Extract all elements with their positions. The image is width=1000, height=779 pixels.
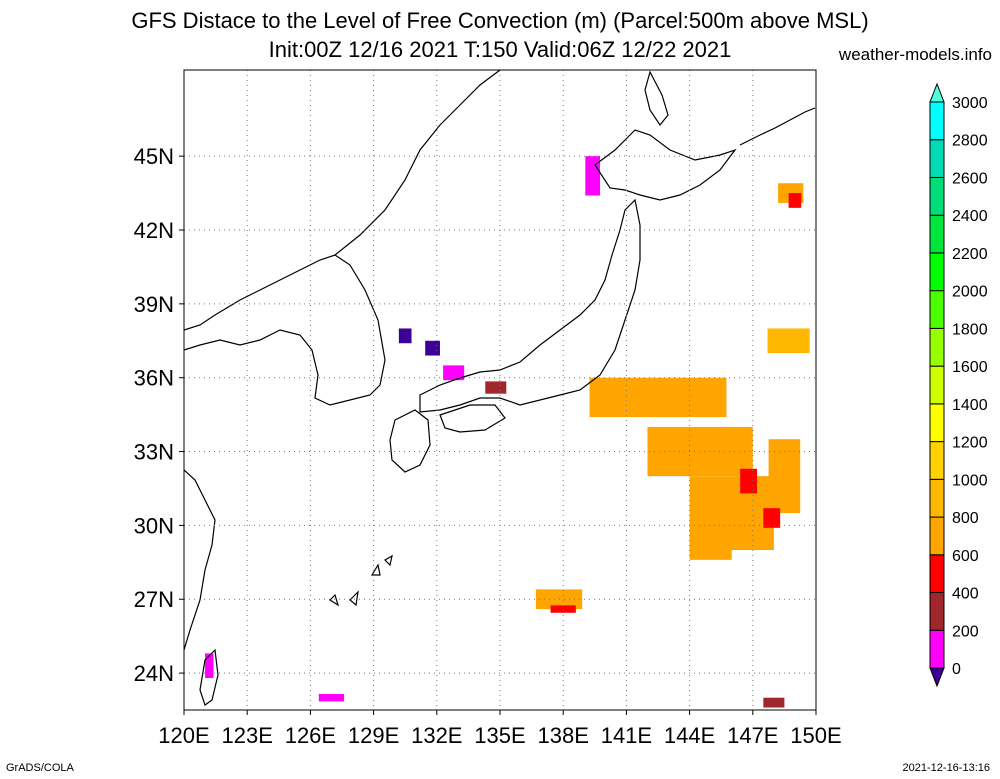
init-valid-text: Init:00Z 12/16 2021 T:150 Valid:06Z 12/2…: [268, 37, 732, 62]
coastline-honshu: [419, 198, 641, 413]
coastline-taiwan: [199, 648, 219, 706]
x-tick-label: 126E: [285, 723, 336, 748]
footer-credit: GrADS/COLA: [6, 762, 74, 774]
colorbar-box: [929, 592, 945, 631]
coastline-sakhalin: [644, 70, 669, 127]
site-label: weather-models.info: [838, 45, 992, 64]
colorbar-box: [929, 327, 945, 367]
colorbar-label: 1000: [952, 472, 988, 489]
colorbar-label: 2800: [952, 133, 988, 150]
coastline-kyushu: [389, 409, 431, 473]
field-patch: [205, 653, 214, 678]
field-patch: [443, 365, 465, 381]
colorbar-label: 600: [952, 548, 979, 565]
field-patch: [689, 525, 732, 560]
colorbar-label: 2200: [952, 246, 988, 263]
colorbar-box: [929, 441, 945, 480]
y-tick-label: 30N: [134, 513, 174, 538]
colorbar-box: [929, 478, 945, 518]
colorbar-box: [929, 403, 945, 443]
footer-timestamp: 2021-12-16-13:16: [902, 762, 990, 774]
field-patch: [589, 377, 727, 418]
coastline-china: [184, 469, 216, 651]
field-patch: [425, 340, 440, 356]
field-patch: [318, 694, 345, 702]
colorbar-label: 1200: [952, 435, 988, 452]
coastline-korea: [184, 254, 386, 406]
coastline-layer: [184, 70, 816, 706]
colorbar-label: 1400: [952, 397, 988, 414]
colorbar-label: 0: [952, 661, 961, 678]
y-tick-label: 24N: [134, 661, 174, 686]
colorbar-label: 2000: [952, 284, 988, 301]
colorbar-arrow-high: [929, 82, 945, 103]
colorbar-label: 2600: [952, 170, 988, 187]
colorbar-label: 1800: [952, 321, 988, 338]
x-tick-label: 147E: [727, 723, 778, 748]
y-tick-label: 39N: [134, 292, 174, 317]
coastline-shikoku: [439, 404, 506, 433]
field-patch: [768, 439, 801, 514]
y-tick-label: 33N: [134, 440, 174, 465]
colorbar-arrow-low: [929, 667, 945, 688]
colorbar-label: 2400: [952, 208, 988, 225]
colorbar-label: 200: [952, 623, 979, 640]
field-patch: [585, 156, 601, 196]
x-tick-label: 141E: [601, 723, 652, 748]
field-layer: [205, 156, 810, 708]
colorbar-box: [929, 365, 945, 405]
chart-subtitle: Init:00Z 12/16 2021 T:150 Valid:06Z 12/2…: [0, 37, 1000, 63]
colorbar-box: [929, 554, 945, 594]
coastline-ryukyu: [329, 554, 393, 607]
colorbar-label: 800: [952, 510, 979, 527]
colorbar: 0 200 400 600 800 1000 1200 1400 1600 1800 2000 220…: [929, 82, 988, 688]
x-tick-label: 138E: [538, 723, 589, 748]
colorbar-box: [929, 139, 945, 178]
x-tick-label: 135E: [474, 723, 525, 748]
colorbar-box: [929, 101, 945, 141]
x-tick-label: 129E: [348, 723, 399, 748]
x-tick-label: 120E: [158, 723, 209, 748]
field-patch: [485, 381, 507, 394]
field-patch: [763, 508, 781, 528]
colorbar-label: 1600: [952, 359, 988, 376]
lon-ticks: 120E 123E 126E 129E 132E 135E 138E 141E 144E 147E…: [158, 710, 842, 748]
gridlines: [184, 70, 816, 710]
field-patch: [740, 468, 758, 494]
colorbar-box: [929, 629, 945, 669]
field-patch: [647, 426, 753, 477]
x-tick-label: 123E: [222, 723, 273, 748]
field-patch: [763, 697, 785, 708]
colorbar-label: 400: [952, 586, 979, 603]
coastline-kurils: [739, 107, 816, 146]
x-tick-label: 132E: [411, 723, 462, 748]
chart-title: GFS Distace to the Level of Free Convect…: [131, 8, 869, 33]
colorbar-box: [929, 290, 945, 329]
y-tick-label: 42N: [134, 218, 174, 243]
field-patch: [788, 193, 802, 208]
lat-ticks: 24N 27N 30N 33N 36N 39N 42N 45N: [134, 144, 184, 686]
y-tick-label: 45N: [134, 144, 174, 169]
field-patch: [550, 605, 576, 613]
colorbar-box: [929, 214, 945, 254]
coastline-hokkaido: [594, 129, 737, 201]
y-tick-label: 27N: [134, 587, 174, 612]
colorbar-label: 3000: [952, 95, 988, 112]
x-tick-label: 144E: [664, 723, 715, 748]
y-tick-label: 36N: [134, 366, 174, 391]
coastline-russia: [334, 70, 501, 256]
field-patch: [535, 589, 583, 610]
field-patch: [767, 328, 810, 354]
colorbar-box: [929, 176, 945, 216]
colorbar-box: [929, 252, 945, 292]
x-tick-label: 150E: [790, 723, 841, 748]
field-patch: [398, 328, 412, 344]
colorbar-box: [929, 516, 945, 556]
